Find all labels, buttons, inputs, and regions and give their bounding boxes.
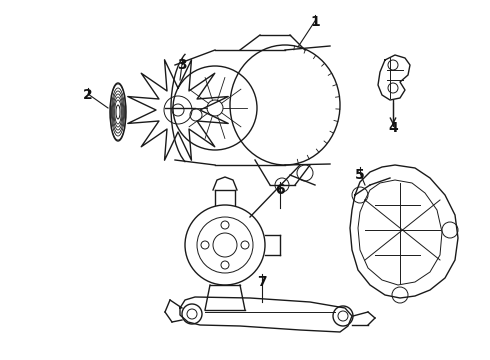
Text: 7: 7 bbox=[257, 275, 267, 289]
Text: 5: 5 bbox=[355, 168, 365, 182]
Text: 3: 3 bbox=[177, 58, 187, 72]
Text: 2: 2 bbox=[83, 88, 93, 102]
Text: 4: 4 bbox=[388, 121, 398, 135]
Text: 6: 6 bbox=[275, 183, 285, 197]
Text: 1: 1 bbox=[310, 15, 320, 29]
